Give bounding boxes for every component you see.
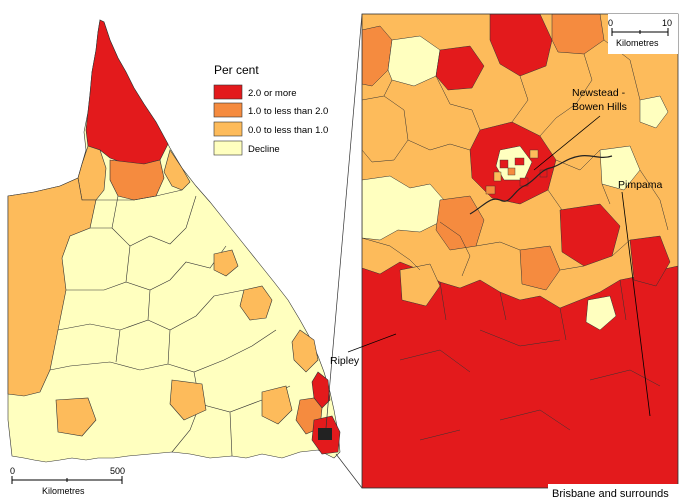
inset-mid-orange: [519, 245, 561, 291]
brisbane-river: [469, 154, 613, 215]
queensland-map: 0 500 Kilometres: [7, 13, 363, 496]
legend-swatch-2: [213, 102, 243, 118]
main-scale-start: 0: [10, 466, 15, 476]
legend-swatch-3: [213, 121, 243, 137]
inset-north-red: [489, 14, 553, 77]
main-scale-bar: 0 500 Kilometres: [10, 466, 125, 496]
inset-scale-unit: Kilometres: [616, 38, 659, 48]
region-north-west: [7, 177, 97, 397]
inset-north-decline: [387, 35, 441, 87]
label-newstead-line2: Bowen Hills: [572, 101, 627, 113]
inset-sw-orange: [399, 263, 441, 307]
inset-ne-decline: [639, 95, 669, 129]
inset-labels: Newstead - Bowen Hills Pimpama Ripley: [330, 87, 663, 367]
label-newstead-line1: Newstead -: [572, 87, 626, 99]
legend-label-3: 0.0 to less than 1.0: [248, 125, 328, 136]
legend-swatch-4: [213, 140, 243, 156]
inset-pointer-top: [325, 13, 363, 429]
ripley-leader: [347, 333, 397, 353]
inset-boundaries: [362, 39, 669, 441]
region-rockhampton: [239, 285, 273, 321]
legend: Per cent 2.0 or more 1.0 to less than 2.…: [213, 63, 328, 156]
label-ripley: Ripley: [330, 355, 360, 367]
region-darling-downs: [261, 385, 293, 425]
legend-label-2: 1.0 to less than 2.0: [248, 106, 328, 117]
legend-label-4: Decline: [248, 144, 280, 155]
inset-frame: [361, 13, 679, 489]
legend-label-1: 2.0 or more: [248, 88, 297, 99]
inset-scale-start: 0: [608, 18, 613, 28]
label-pimpama: Pimpama: [618, 179, 663, 191]
legend-swatch-1: [213, 84, 243, 100]
region-maranoa: [169, 379, 207, 421]
legend-title: Per cent: [214, 63, 259, 77]
region-north-orange: [109, 159, 165, 201]
inset-pointer-bottom: [335, 453, 363, 489]
inset-caption: Brisbane and surrounds: [552, 488, 669, 500]
main-scale-unit: Kilometres: [42, 486, 85, 496]
main-scale-end: 500: [110, 466, 125, 476]
inset-mid-west-light: [362, 95, 409, 163]
newstead-leader: [533, 115, 601, 171]
inset-map: [362, 14, 678, 488]
inset-se-red: [629, 235, 671, 287]
region-cape-york: [85, 19, 169, 165]
region-brisbane-detail: [318, 428, 332, 440]
inset-mid-decline: [585, 295, 617, 331]
inset-scale-end: 10: [662, 18, 672, 28]
inset-scale-bar: 0 10 Kilometres: [608, 14, 678, 54]
region-central-west-orange: [55, 397, 97, 437]
pimpama-leader: [621, 191, 651, 417]
region-mackay: [213, 249, 239, 277]
region-boundaries: [49, 189, 291, 457]
region-wide-bay: [291, 329, 319, 373]
